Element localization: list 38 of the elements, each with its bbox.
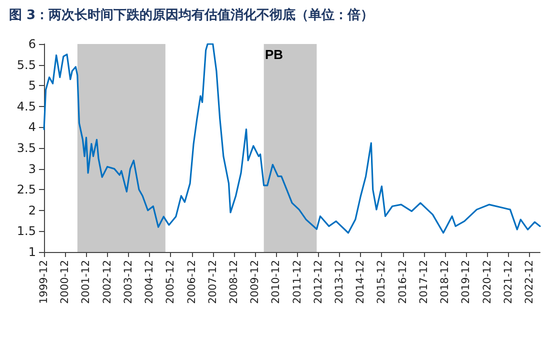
y-tick-label: 2.5: [16, 182, 36, 197]
x-tick-label: 2013-12: [334, 260, 346, 304]
y-tick-label: 3.5: [16, 141, 36, 155]
x-tick-label: 2020-12: [481, 260, 494, 304]
y-tick-label: 3: [28, 162, 36, 176]
x-tick-label: 2021-12: [502, 260, 514, 304]
y-tick-label: 1.5: [16, 224, 36, 238]
x-tick-label: 2003-12: [122, 260, 134, 304]
x-tick-label: 2017-12: [418, 260, 430, 304]
y-tick-label: 5: [28, 78, 36, 93]
chart-title: 图 3：两次长时间下跌的原因均有估值消化不彻底（单位：倍）: [9, 7, 374, 23]
x-tick-label: 2009-12: [249, 260, 262, 304]
x-tick-label: 1999-12: [38, 260, 50, 304]
x-tick-label: 2016-12: [396, 260, 409, 304]
x-tick-label: 2015-12: [376, 260, 388, 304]
x-tick-label: 2019-12: [460, 260, 472, 304]
x-tick-label: 2001-12: [80, 260, 92, 304]
x-tick-label: 2011-12: [291, 260, 304, 304]
x-tick-label: 2010-12: [270, 260, 282, 304]
x-tick-label: 2007-12: [206, 260, 219, 304]
x-tick-label: 2004-12: [144, 260, 156, 304]
x-tick-label: 2008-12: [228, 260, 240, 304]
x-tick-label: 2000-12: [59, 260, 72, 304]
x-tick-label: 2006-12: [186, 260, 198, 304]
x-tick-label: 2005-12: [164, 260, 177, 304]
y-tick-label: 4.5: [16, 99, 36, 114]
x-tick-label: 2022-12: [523, 260, 536, 304]
line-series: [43, 43, 541, 234]
y-tick-label: 1: [28, 245, 36, 259]
x-tick-label: 2002-12: [101, 260, 114, 304]
annotation: PB: [265, 47, 284, 62]
x-tick-label: 2014-12: [354, 260, 367, 304]
y-tick-label: 5.5: [16, 58, 36, 72]
y-tick-label: 6: [28, 37, 36, 51]
x-tick-label: 2012-12: [312, 260, 324, 304]
y-tick-label: 4: [28, 120, 36, 134]
x-tick-label: 2018-12: [439, 260, 452, 304]
y-tick-label: 2: [28, 203, 36, 218]
